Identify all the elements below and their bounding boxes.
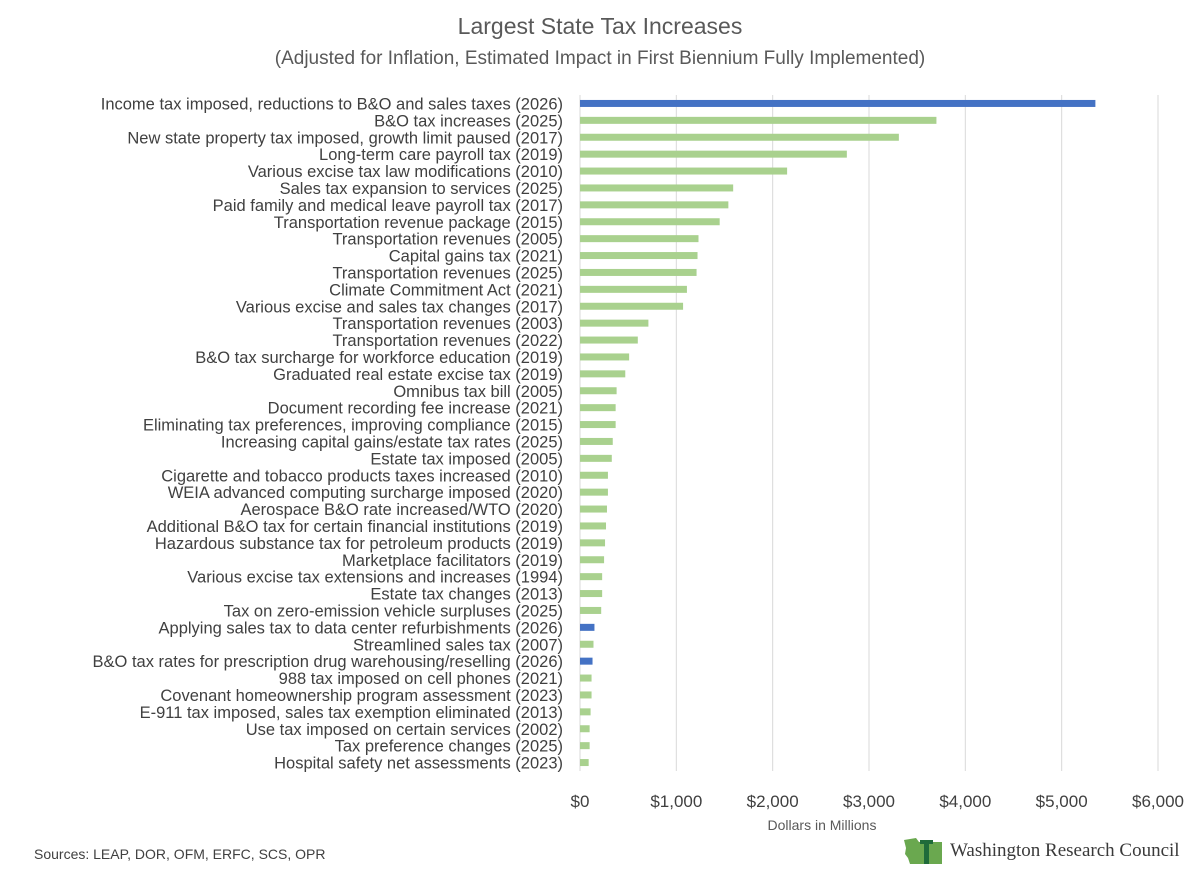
- bar: [580, 201, 729, 209]
- chart-subtitle: (Adjusted for Inflation, Estimated Impac…: [275, 48, 925, 69]
- x-tick-label: $4,000: [939, 792, 991, 811]
- x-tick-label: $1,000: [650, 792, 702, 811]
- category-label: WEIA advanced computing surcharge impose…: [168, 484, 563, 502]
- category-label: Various excise and sales tax changes (20…: [236, 298, 563, 316]
- bar: [580, 116, 937, 124]
- category-label: Streamlined sales tax (2007): [353, 636, 563, 654]
- category-label: Various excise tax extensions and increa…: [187, 569, 563, 587]
- bar: [580, 725, 590, 733]
- bar: [580, 759, 589, 767]
- category-label: Tax preference changes (2025): [335, 738, 563, 756]
- category-label: Estate tax imposed (2005): [370, 450, 563, 468]
- category-labels: Income tax imposed, reductions to B&O an…: [93, 95, 563, 772]
- bar: [580, 252, 698, 260]
- x-axis-title: Dollars in Millions: [768, 817, 877, 833]
- category-label: Long-term care payroll tax (2019): [319, 146, 563, 164]
- category-label: Sales tax expansion to services (2025): [280, 180, 563, 198]
- bar: [580, 454, 612, 462]
- category-label: Applying sales tax to data center refurb…: [159, 619, 563, 637]
- bar: [580, 235, 699, 243]
- category-label: Hazardous substance tax for petroleum pr…: [155, 535, 563, 553]
- org-logo: Washington Research Council: [902, 836, 1180, 866]
- bar: [580, 674, 592, 682]
- bar: [580, 573, 603, 581]
- category-label: Marketplace facilitators (2019): [342, 552, 563, 570]
- category-label: Transportation revenues (2005): [332, 231, 563, 249]
- bar: [580, 133, 899, 141]
- bar: [580, 99, 1096, 107]
- bar: [580, 370, 626, 378]
- x-tick-label: $0: [571, 792, 590, 811]
- x-tick-label: $3,000: [843, 792, 895, 811]
- category-label: Paid family and medical leave payroll ta…: [213, 197, 563, 215]
- bar: [580, 623, 595, 631]
- bar: [580, 437, 613, 445]
- category-label: Eliminating tax preferences, improving c…: [143, 417, 563, 435]
- bar: [580, 218, 720, 226]
- x-tick-label: $5,000: [1036, 792, 1088, 811]
- bar: [580, 319, 649, 327]
- washington-state-icon: [904, 838, 942, 864]
- gridlines: [579, 95, 1159, 771]
- category-label: Increasing capital gains/estate tax rate…: [221, 433, 563, 451]
- bar: [580, 539, 606, 547]
- category-label: Tax on zero-emission vehicle surpluses (…: [224, 602, 563, 620]
- bar: [580, 302, 684, 310]
- category-label: Transportation revenue package (2015): [274, 214, 563, 232]
- category-label: E-911 tax imposed, sales tax exemption e…: [140, 704, 563, 722]
- bar: [580, 353, 630, 361]
- category-label: Transportation revenues (2022): [332, 332, 563, 350]
- category-label: Cigarette and tobacco products taxes inc…: [161, 467, 563, 485]
- category-label: Use tax imposed on certain services (200…: [246, 721, 563, 739]
- source-note: Sources: LEAP, DOR, OFM, ERFC, SCS, OPR: [34, 846, 326, 862]
- bar: [580, 742, 590, 750]
- category-label: Transportation revenues (2025): [332, 264, 563, 282]
- category-label: Additional B&O tax for certain financial…: [147, 518, 563, 536]
- category-label: Covenant homeownership program assessmen…: [160, 687, 563, 705]
- category-label: New state property tax imposed, growth l…: [127, 129, 563, 147]
- x-tick-label: $6,000: [1132, 792, 1184, 811]
- bar: [580, 387, 617, 395]
- category-label: 988 tax imposed on cell phones (2021): [279, 670, 563, 688]
- category-label: B&O tax surcharge for workforce educatio…: [195, 349, 563, 367]
- category-label: Graduated real estate excise tax (2019): [273, 366, 563, 384]
- bar: [580, 556, 605, 564]
- bar: [580, 285, 687, 293]
- category-label: Climate Commitment Act (2021): [329, 281, 563, 299]
- category-label: Hospital safety net assessments (2023): [274, 755, 563, 773]
- bar: [580, 590, 603, 598]
- org-name: Washington Research Council: [950, 840, 1180, 861]
- bar: [580, 488, 608, 496]
- category-label: Transportation revenues (2003): [332, 315, 563, 333]
- bar: [580, 522, 607, 530]
- bar: [580, 691, 592, 699]
- bar: [580, 268, 697, 276]
- bar: [580, 404, 616, 412]
- category-label: Estate tax changes (2013): [370, 586, 563, 604]
- category-label: Aerospace B&O rate increased/WTO (2020): [240, 501, 563, 519]
- x-tick-label: $2,000: [747, 792, 799, 811]
- chart-title: Largest State Tax Increases: [458, 13, 743, 39]
- bar: [580, 505, 607, 513]
- category-label: Omnibus tax bill (2005): [393, 383, 563, 401]
- bar: [580, 657, 593, 665]
- x-tick-labels: $0 $1,000 $2,000 $3,000 $4,000 $5,000 $6,000: [571, 792, 1184, 811]
- bar: [580, 640, 594, 648]
- bars: [580, 99, 1096, 767]
- bar: [580, 708, 591, 716]
- bar: [580, 606, 602, 614]
- category-label: Income tax imposed, reductions to B&O an…: [101, 95, 563, 113]
- bar: [580, 421, 616, 429]
- bar: [580, 167, 788, 175]
- category-label: Various excise tax law modifications (20…: [248, 163, 563, 181]
- category-label: B&O tax increases (2025): [374, 112, 563, 130]
- category-label: Capital gains tax (2021): [389, 248, 563, 266]
- category-label: Document recording fee increase (2021): [268, 400, 563, 418]
- category-label: B&O tax rates for prescription drug ware…: [93, 653, 563, 671]
- bar: [580, 471, 608, 479]
- bar: [580, 184, 734, 192]
- bar: [580, 150, 847, 158]
- bar: [580, 336, 638, 344]
